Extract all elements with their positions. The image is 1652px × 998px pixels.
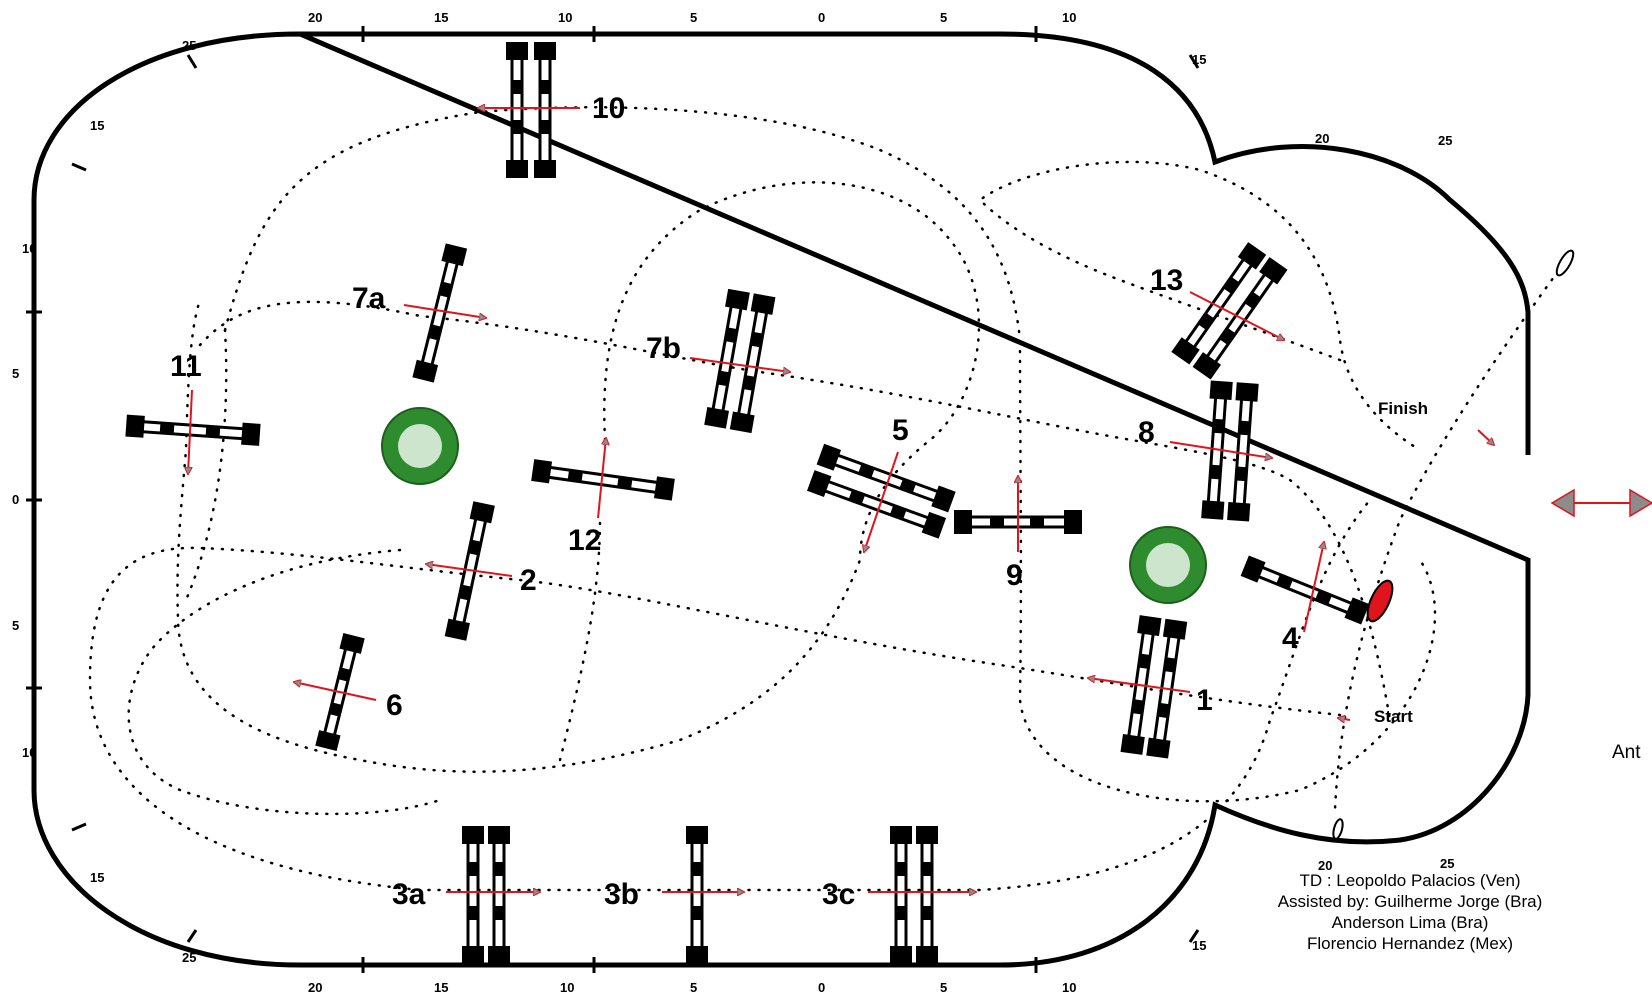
fence-10: 10 (478, 42, 625, 178)
fence-1 (1120, 615, 1188, 759)
ruler-left-7: 15 (90, 870, 104, 885)
ruler-labels-bottom: 20 15 10 5 0 5 10 (308, 980, 1076, 995)
fence-5-label: 5 (892, 414, 909, 447)
tree-left (381, 407, 459, 485)
ruler-labels-left: 25 15 10 5 0 5 10 15 25 (12, 38, 196, 965)
ruler-left-5: 5 (12, 618, 19, 633)
side-text: Ant (1612, 742, 1641, 763)
finish-label: Finish (1378, 399, 1428, 418)
fence-7b (704, 288, 776, 434)
fence-3c-label: 3c (822, 878, 855, 911)
ruler-right-bottom-2: 25 (1440, 856, 1454, 871)
start-line-marker (1332, 818, 1344, 840)
ruler-top-3: 5 (690, 10, 697, 25)
fence-4 (1240, 555, 1370, 625)
ruler-right-top-1: 20 (1315, 131, 1329, 146)
ruler-top-2: 10 (558, 10, 572, 25)
fence-10-label: 10 (592, 92, 625, 125)
ruler-left-0: 25 (182, 38, 196, 53)
fence-11 (125, 414, 261, 446)
ruler-bottom-2: 10 (560, 980, 574, 995)
ruler-labels-right: 15 20 25 15 20 25 (1192, 52, 1454, 953)
ruler-bottom-1: 15 (434, 980, 448, 995)
ruler-bottom-3: 5 (690, 980, 697, 995)
ruler-right-top-2: 25 (1438, 133, 1452, 148)
ruler-left-3: 5 (12, 366, 19, 381)
fence-3a: 3a (392, 826, 540, 964)
ruler-left-2: 10 (22, 241, 36, 256)
course-credits: TD : Leopoldo Palacios (Ven) Assisted by… (1240, 870, 1580, 954)
fence-5 (807, 443, 956, 539)
ruler-ticks (26, 26, 1200, 973)
ruler-top-0: 20 (308, 10, 322, 25)
ruler-bottom-6: 10 (1062, 980, 1076, 995)
ruler-top-6: 10 (1062, 10, 1076, 25)
finish-arrow (1477, 429, 1494, 445)
ruler-left-6: 10 (22, 745, 36, 760)
track-path (88, 106, 1572, 892)
fence-3a-label: 3a (392, 878, 426, 911)
credits-line-4: Florencio Hernandez (Mex) (1307, 934, 1513, 953)
ruler-labels-top: 20 15 10 5 0 5 10 (308, 10, 1076, 25)
entrance-arrow (1550, 488, 1652, 518)
fence-12 (531, 459, 675, 501)
ruler-left-4: 0 (12, 492, 19, 507)
arena-outline (31, 31, 1531, 968)
fence-8-label: 8 (1138, 416, 1155, 449)
ruler-left-8: 25 (182, 950, 196, 965)
ruler-top-5: 5 (940, 10, 947, 25)
finish-line-marker (1555, 249, 1575, 277)
fence-4-label: 4 (1282, 622, 1299, 655)
ruler-bottom-5: 5 (940, 980, 947, 995)
ruler-bottom-0: 20 (308, 980, 322, 995)
fence-7a-label: 7a (352, 282, 386, 315)
fence-2-label: 2 (520, 564, 537, 597)
fence-1-label: 1 (1196, 684, 1213, 717)
fence-12-label: 12 (568, 524, 601, 557)
fence-6-label: 6 (386, 689, 403, 722)
fence-3c: 3c (822, 826, 976, 964)
flag-marker-4 (1366, 579, 1394, 623)
ruler-bottom-4: 0 (818, 980, 825, 995)
tree-right (1129, 526, 1207, 604)
start-arrow (1338, 718, 1351, 720)
fence-3b: 3b (604, 826, 744, 964)
ruler-right-bottom-1: 20 (1318, 858, 1332, 873)
fence-9-label: 9 (1006, 559, 1023, 592)
credits-line-2: Assisted by: Guilherme Jorge (Bra) (1277, 892, 1543, 911)
credits-line-3: Anderson Lima (Bra) (1331, 913, 1489, 932)
start-label: Start (1374, 707, 1413, 726)
fence-7b-label: 7b (646, 332, 681, 365)
ruler-right-top-0: 15 (1192, 52, 1206, 67)
ruler-right-bottom-0: 15 (1192, 938, 1206, 953)
ruler-left-1: 15 (90, 118, 104, 133)
fence-13 (1171, 242, 1288, 380)
fence-3b-label: 3b (604, 878, 639, 911)
ruler-top-1: 15 (434, 10, 448, 25)
fence-11-label: 11 (170, 350, 202, 383)
credits-line-1: TD : Leopoldo Palacios (Ven) (1299, 871, 1521, 890)
fence-13-label: 13 (1150, 264, 1183, 297)
ruler-top-4: 0 (818, 10, 825, 25)
